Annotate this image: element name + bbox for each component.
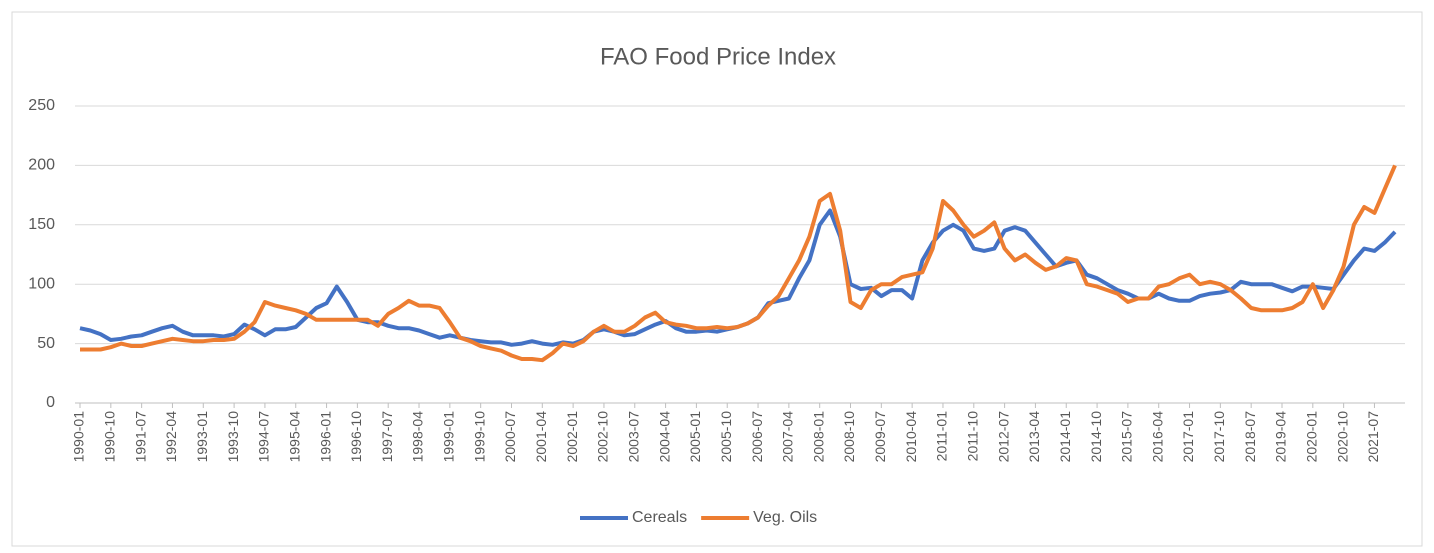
x-tick-label: 1999-01 [441, 411, 457, 463]
x-tick-label: 2018-07 [1242, 411, 1258, 463]
x-tick-label: 2005-10 [718, 411, 734, 463]
series-line [80, 164, 1397, 363]
x-tick-label: 2003-07 [625, 411, 641, 463]
x-tick-label: 2009-07 [872, 411, 888, 463]
x-tick-label: 2011-10 [964, 411, 980, 462]
y-tick-label: 100 [28, 275, 55, 292]
x-tick-label: 2015-07 [1119, 411, 1135, 463]
x-tick-label: 2017-10 [1211, 411, 1227, 463]
x-tick-label: 2013-04 [1026, 411, 1042, 463]
x-tick-label: 2020-10 [1334, 411, 1350, 463]
x-tick-label: 1992-04 [163, 411, 179, 463]
x-tick-label: 1991-07 [132, 411, 148, 463]
x-tick-label: 2005-01 [687, 411, 703, 463]
chart-title: FAO Food Price Index [600, 43, 836, 70]
x-tick-label: 2012-07 [995, 411, 1011, 463]
x-tick-label: 1998-04 [410, 411, 426, 463]
x-tick-label: 1999-10 [471, 411, 487, 463]
x-tick-label: 2008-10 [841, 411, 857, 463]
x-tick-label: 2014-01 [1057, 411, 1073, 463]
x-tick-label: 1996-10 [348, 411, 364, 463]
x-tick-label: 2021-07 [1365, 411, 1381, 463]
x-tick-label: 2002-10 [595, 411, 611, 463]
x-tick-label: 2000-07 [502, 411, 518, 463]
x-tick-label: 2014-10 [1088, 411, 1104, 463]
y-tick-label: 150 [28, 216, 55, 233]
x-tick-label: 1994-07 [256, 411, 272, 463]
chart-frame [11, 11, 1423, 547]
x-tick-label: 2016-04 [1149, 411, 1165, 463]
x-tick-label: 1995-04 [286, 411, 302, 463]
y-tick-label: 250 [28, 97, 55, 114]
y-tick-label: 50 [37, 335, 55, 352]
x-tick-label: 2007-04 [780, 411, 796, 463]
x-tick-label: 1997-07 [379, 411, 395, 463]
x-tick-label: 1990-10 [102, 411, 118, 463]
x-tick-label: 1996-01 [317, 411, 333, 463]
legend-label: Cereals [632, 509, 687, 526]
x-tick-label: 2019-04 [1273, 411, 1289, 463]
x-tick-label: 2017-01 [1180, 411, 1196, 463]
legend-label: Veg. Oils [753, 509, 817, 526]
x-tick-label: 2011-01 [934, 411, 950, 462]
x-tick-label: 2008-01 [810, 411, 826, 463]
x-tick-label: 2020-01 [1304, 411, 1320, 463]
x-tick-label: 2004-04 [656, 411, 672, 463]
x-tick-label: 2010-04 [903, 411, 919, 463]
y-tick-label: 200 [28, 157, 55, 174]
y-tick-label: 0 [46, 394, 55, 411]
x-tick-label: 1993-10 [225, 411, 241, 463]
x-tick-label: 2006-07 [749, 411, 765, 463]
x-tick-label: 2002-01 [564, 411, 580, 463]
x-tick-label: 1990-01 [71, 411, 87, 463]
x-tick-label: 1993-01 [194, 411, 210, 463]
x-tick-label: 2001-04 [533, 411, 549, 463]
